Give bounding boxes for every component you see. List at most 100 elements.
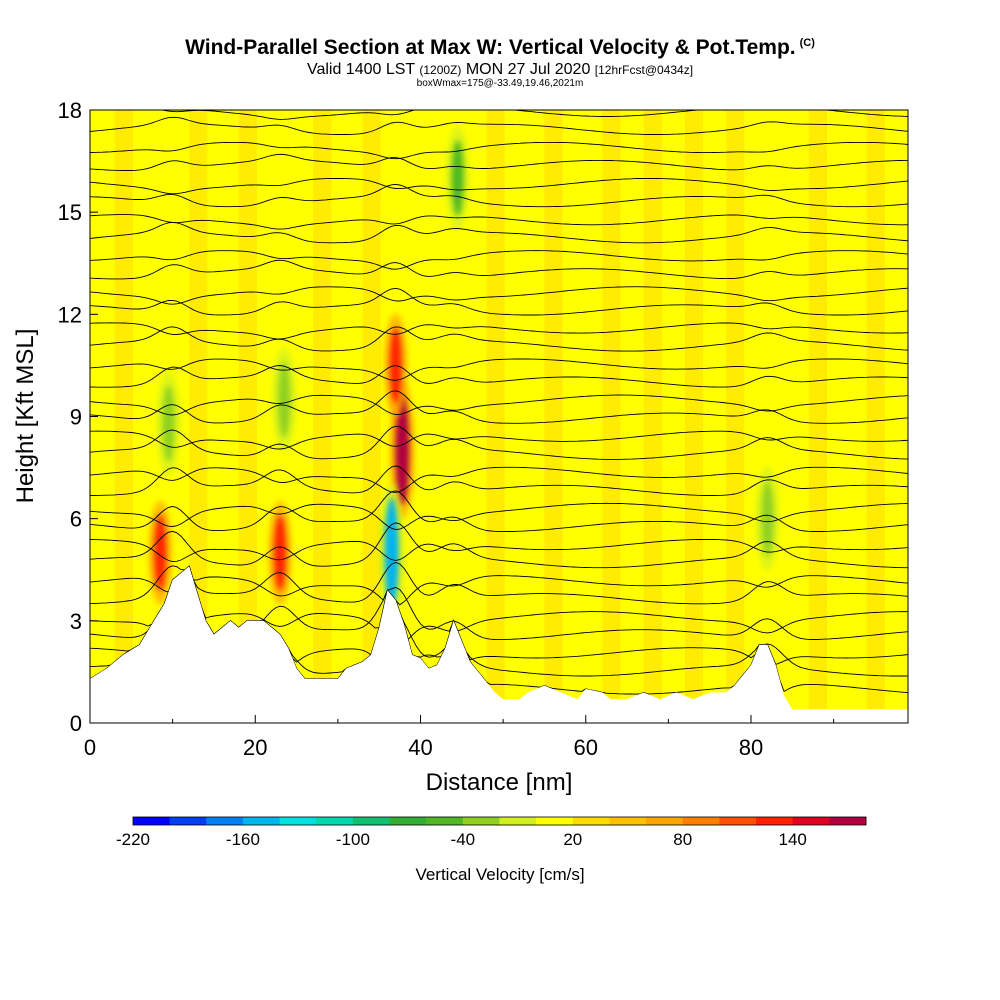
y-axis-label: Height [Kft MSL] <box>12 329 39 504</box>
colorbar-swatch <box>462 817 500 825</box>
isentrope-line <box>90 116 908 135</box>
downdraft-core <box>761 480 774 557</box>
isentrope-line <box>90 153 908 171</box>
colorbar-tick-label: -100 <box>336 830 370 849</box>
colorbar-swatch <box>242 817 281 825</box>
y-tick-label: 18 <box>58 98 82 123</box>
isentrope-line <box>90 538 908 562</box>
downdraft-core <box>384 497 399 608</box>
isentrope-line <box>90 358 908 381</box>
colorbar-swatch <box>829 817 867 825</box>
colorbar-tick-label: -220 <box>116 830 150 849</box>
colorbar-tick-label: -40 <box>451 830 476 849</box>
isentrope-line <box>90 259 908 280</box>
chart-subtitle: Valid 1400 LST (1200Z) MON 27 Jul 2020 [… <box>306 61 694 78</box>
downdraft-core <box>278 361 291 438</box>
velocity-streak <box>808 110 828 723</box>
isentrope-line <box>90 565 908 606</box>
box-info: boxWmax=175@-33.49,19.46,2021m <box>416 78 584 89</box>
velocity-field <box>114 110 885 723</box>
colorbar-swatch <box>499 817 537 825</box>
velocity-streak <box>544 110 563 723</box>
velocity-streak <box>313 110 332 723</box>
isentrope-line <box>90 465 908 496</box>
isentrope-line <box>90 141 908 160</box>
colorbar-frame <box>132 816 867 826</box>
isentrope-line <box>90 178 908 195</box>
copyright-mark: (C) <box>799 37 815 49</box>
y-tick-label: 12 <box>58 302 82 327</box>
colorbar-swatch <box>792 817 830 825</box>
isentrope-line <box>90 565 908 641</box>
isentrope-line <box>90 466 908 493</box>
x-tick-label: 0 <box>84 735 96 760</box>
velocity-streak <box>238 110 257 723</box>
isentrope-line <box>90 522 908 569</box>
isentropes <box>90 80 908 695</box>
isentrope-line <box>90 214 908 230</box>
x-tick-label: 60 <box>574 735 598 760</box>
colorbar-tick-label: -160 <box>226 830 260 849</box>
isentrope-line <box>90 490 908 533</box>
colorbar-swatch <box>316 817 354 825</box>
y-tick-label: 6 <box>70 507 82 532</box>
colorbar-tick-label: 20 <box>563 830 582 849</box>
colorbar-tick-label: 80 <box>673 830 692 849</box>
colorbar: -220 -160 -100 -40 20 80 140 <box>116 816 867 849</box>
colorbar-swatch <box>756 817 794 825</box>
x-axis: 0 20 40 60 80 <box>84 715 835 760</box>
y-tick-label: 3 <box>70 609 82 634</box>
isentrope-line <box>159 110 908 120</box>
isentrope-line <box>90 287 908 316</box>
colorbar-tick-label: 140 <box>779 830 807 849</box>
colorbar-swatch <box>426 817 464 825</box>
x-tick-label: 40 <box>408 735 432 760</box>
isentrope-line <box>90 250 908 270</box>
y-axis: 0 3 6 9 12 15 18 <box>58 98 98 736</box>
isentrope-line <box>90 183 908 208</box>
colorbar-swatch <box>609 817 647 825</box>
colorbar-swatch <box>206 817 244 825</box>
isentrope-line <box>90 286 908 305</box>
isentrope-line <box>90 562 908 605</box>
updraft-core <box>274 514 287 591</box>
colorbar-swatch <box>536 817 574 825</box>
isentrope-line <box>90 430 908 450</box>
isentrope-line <box>90 365 908 388</box>
terrain <box>90 566 908 723</box>
isentrope-line <box>90 326 908 352</box>
velocity-streak <box>362 110 381 723</box>
colorbar-swatch <box>389 817 427 825</box>
isentrope-line <box>90 394 908 416</box>
x-axis-label: Distance [nm] <box>426 769 573 796</box>
colorbar-swatch <box>682 817 720 825</box>
velocity-streak <box>486 110 505 723</box>
velocity-streak <box>866 110 885 723</box>
x-tick-label: 80 <box>739 735 763 760</box>
colorbar-swatch <box>719 817 757 825</box>
colorbar-swatch <box>169 817 207 825</box>
velocity-streak <box>114 110 133 723</box>
colorbar-swatch <box>646 817 684 825</box>
velocity-streak <box>189 110 208 723</box>
velocity-streak <box>726 110 745 723</box>
colorbar-swatch <box>133 817 171 825</box>
updraft-core <box>154 514 167 591</box>
downdraft-core <box>162 385 175 462</box>
isentrope-line <box>90 322 908 340</box>
isentrope-line <box>90 221 908 244</box>
x-tick-label: 20 <box>243 735 267 760</box>
chart-title: Wind-Parallel Section at Max W: Vertical… <box>185 36 815 59</box>
y-tick-label: 0 <box>70 711 82 736</box>
isentrope-line <box>90 502 908 530</box>
plot-area <box>90 80 908 723</box>
colorbar-swatch <box>352 817 391 825</box>
velocity-streak <box>684 110 704 723</box>
updraft-core <box>395 395 410 506</box>
y-tick-label: 15 <box>58 200 82 225</box>
isentrope-line <box>90 80 908 99</box>
velocity-streak <box>643 110 662 723</box>
colorbar-swatch <box>572 817 610 825</box>
colorbar-swatch <box>279 817 317 825</box>
